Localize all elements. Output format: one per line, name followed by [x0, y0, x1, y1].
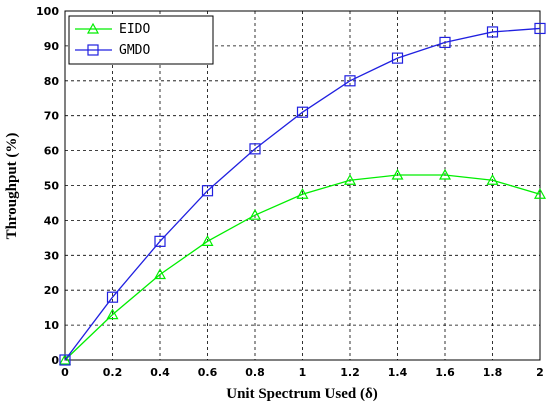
line-eido — [64, 174, 541, 361]
x-tick-label: 1.4 — [388, 366, 408, 379]
x-tick-label: 1.6 — [435, 366, 455, 379]
point-gmdo — [486, 26, 499, 38]
point-gmdo — [59, 354, 71, 366]
point-eido — [296, 187, 309, 199]
point-eido — [438, 168, 452, 180]
point-gmdo — [391, 52, 404, 64]
series-eido — [58, 168, 547, 365]
legend: EIDO GMDO — [68, 15, 214, 65]
y-tick-label: 20 — [44, 284, 60, 297]
x-tick-label: 0.2 — [103, 366, 123, 379]
point-gmdo — [344, 75, 356, 87]
line-gmdo — [64, 27, 541, 361]
legend-marker-gmdo — [87, 44, 99, 56]
point-eido — [106, 308, 119, 320]
legend-label-gmdo: GMDO — [119, 43, 150, 58]
y-tick-labels: 0 10 20 30 40 50 60 70 80 90 100 — [36, 5, 59, 367]
point-eido — [391, 168, 404, 180]
y-tick-label: 100 — [36, 5, 59, 18]
y-tick-label: 60 — [44, 145, 60, 158]
series-group — [58, 22, 547, 366]
x-tick-label: 1 — [299, 366, 307, 379]
point-gmdo — [534, 22, 546, 35]
point-gmdo — [154, 235, 166, 247]
point-gmdo — [439, 36, 451, 49]
point-eido — [533, 187, 547, 199]
point-gmdo — [201, 185, 214, 197]
x-tick-label: 0.8 — [245, 366, 265, 379]
x-tick-label: 0 — [61, 366, 69, 379]
y-tick-label: 80 — [44, 75, 60, 88]
point-eido — [153, 268, 167, 280]
y-tick-label: 0 — [51, 354, 59, 367]
y-tick-label: 30 — [44, 249, 60, 262]
x-tick-labels: 0 0.2 0.4 0.6 0.8 1 1.2 1.4 1.6 1.8 2 — [61, 366, 544, 379]
y-axis-label: Throughput (%) — [4, 133, 20, 240]
x-tick-label: 2 — [536, 366, 544, 379]
point-eido — [343, 174, 357, 185]
point-gmdo — [249, 143, 261, 155]
point-eido — [58, 353, 72, 365]
series-gmdo — [59, 22, 546, 366]
y-tick-label: 40 — [44, 214, 60, 227]
point-eido — [486, 174, 499, 185]
point-eido — [248, 208, 262, 220]
x-tick-label: 0.4 — [150, 366, 170, 379]
legend-marker-eido — [86, 22, 100, 34]
point-gmdo — [296, 106, 309, 118]
point-eido — [201, 235, 214, 246]
x-tick-label: 1.2 — [340, 366, 360, 379]
y-tick-label: 70 — [44, 110, 60, 123]
y-tick-label: 50 — [44, 180, 60, 193]
legend-label-eido: EIDO — [119, 22, 150, 37]
x-tick-label: 0.6 — [198, 366, 218, 379]
y-tick-label: 10 — [44, 319, 60, 332]
point-gmdo — [106, 291, 119, 303]
y-tick-label: 90 — [44, 40, 60, 53]
x-axis-label: Unit Spectrum Used (δ) — [226, 386, 378, 402]
x-tick-label: 1.8 — [483, 366, 503, 379]
